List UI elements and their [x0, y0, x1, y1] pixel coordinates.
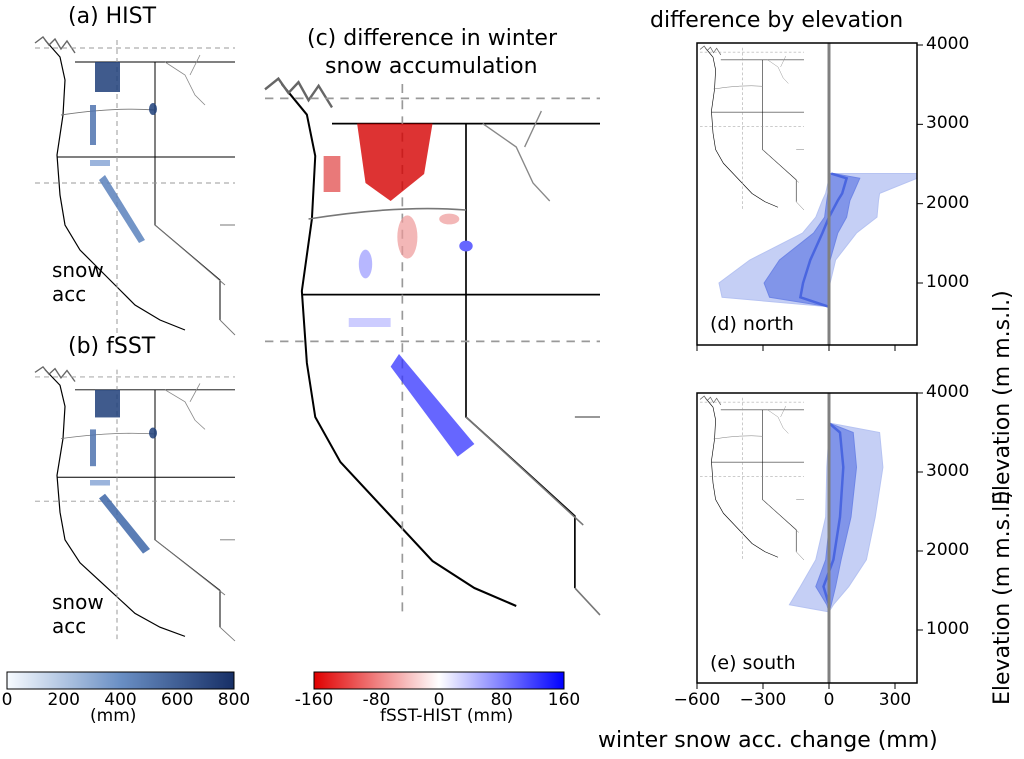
axes-frame — [696, 392, 918, 684]
x-tick-label: −300 — [739, 690, 787, 710]
x-axis-label: winter snow acc. change (mm) — [598, 728, 938, 753]
elevation-plot-south — [696, 392, 923, 689]
x-tick-label: 300 — [878, 690, 912, 710]
map-b-label: snow acc — [52, 590, 104, 638]
panel-e-label: (e) south — [710, 652, 796, 674]
colorbars — [6, 671, 565, 690]
panel-a-title: (a) HIST — [68, 4, 157, 29]
elevation-plot-north — [696, 42, 923, 351]
panel-c-title-2: snow accumulation — [325, 54, 538, 79]
label-line: snow — [52, 590, 104, 614]
y-tick-label: 3000 — [926, 461, 970, 481]
y-axis-label-e: Elevation (m m.s.l.) — [990, 490, 1015, 705]
panel-d-label: (d) north — [710, 313, 794, 335]
colorbar-tick-label: -160 — [294, 690, 334, 710]
map-fsst — [34, 366, 236, 642]
mean-line — [798, 172, 849, 308]
colorbar-tick-label: 0 — [1, 690, 13, 710]
panel-c-title-1: (c) difference in winter — [307, 26, 557, 51]
inset-map — [699, 395, 805, 561]
snow-difference-field — [323, 123, 475, 457]
snow-accumulation-hist — [90, 62, 157, 243]
y-tick-label: 1000 — [926, 272, 970, 292]
colorbar-tick-label: -80 — [362, 690, 391, 710]
y-tick-label: 4000 — [926, 34, 970, 54]
colorbar-tick-label: 400 — [104, 690, 137, 710]
y-tick-label: 3000 — [926, 113, 970, 134]
x-tick-label: 0 — [823, 690, 835, 710]
panel-b-title: (b) fSST — [68, 334, 156, 359]
axes-frame — [696, 42, 918, 346]
elevation-plots — [696, 42, 923, 689]
map-hist — [34, 36, 236, 336]
label-line: snow — [52, 258, 104, 282]
label-line: acc — [52, 282, 87, 306]
inset-map — [699, 45, 805, 211]
y-axis-label-d: Elevation (m m.s.l.) — [990, 290, 1015, 505]
colorbar-tick-label: 200 — [47, 690, 80, 710]
colorbar-tick-label: 800 — [217, 690, 251, 710]
label-line: acc — [52, 614, 87, 638]
colorbar-tick-label: 160 — [547, 690, 581, 710]
colorbar-tick-label: 600 — [161, 690, 194, 710]
colorbar-tick-label: 0 — [433, 690, 445, 710]
colorbar-tick-label: 80 — [490, 690, 513, 710]
map-a-label: snow acc — [52, 258, 104, 306]
y-tick-label: 1000 — [926, 619, 970, 639]
colorbar-snow-label: (mm) — [90, 706, 137, 726]
snow-accumulation-fsst — [90, 389, 157, 554]
colorbar-difference-label: fSST-HIST (mm) — [380, 706, 514, 726]
colorbar-snow — [6, 671, 235, 690]
y-tick-label: 4000 — [926, 382, 970, 402]
y-tick-label: 2000 — [926, 192, 970, 213]
x-tick-label: −600 — [673, 690, 721, 710]
right-title: difference by elevation — [650, 8, 904, 33]
colorbar-difference — [313, 671, 565, 690]
y-tick-label: 2000 — [926, 540, 970, 560]
map-difference — [263, 77, 602, 617]
